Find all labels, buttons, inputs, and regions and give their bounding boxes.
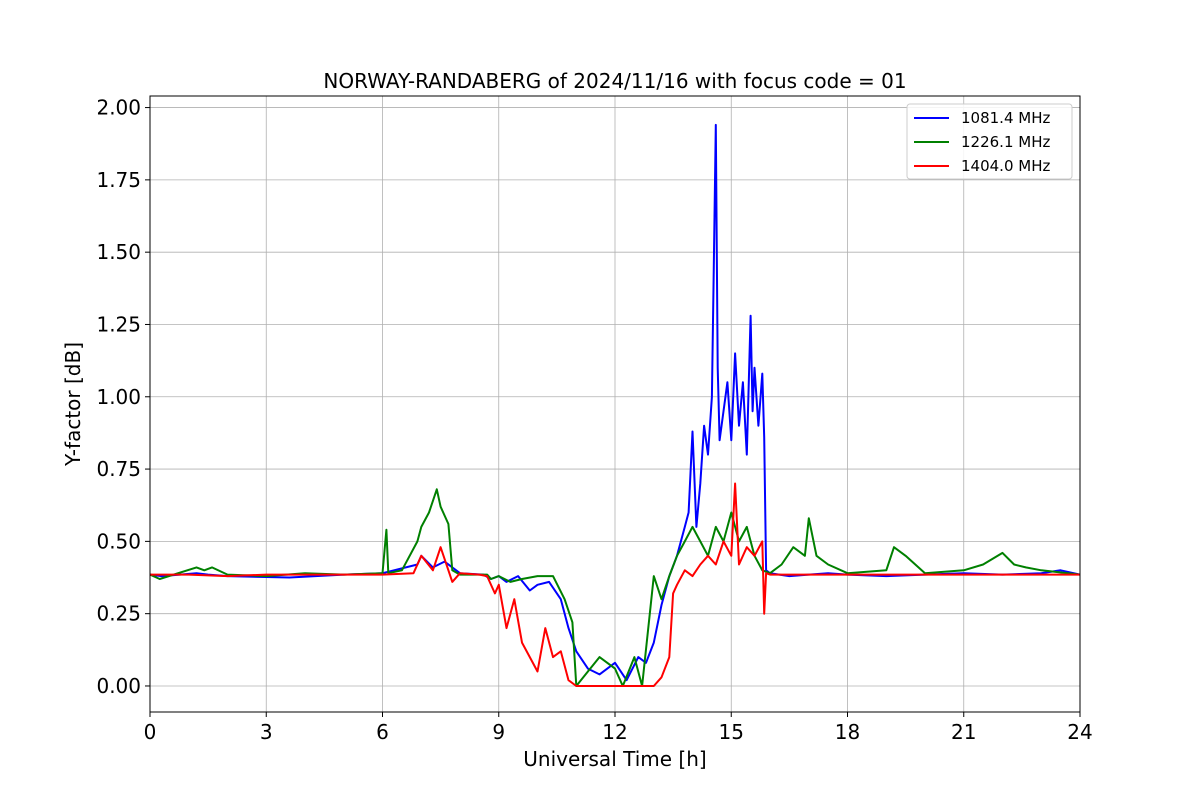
y-tick-label: 1.75 xyxy=(96,168,141,192)
legend-label: 1081.4 MHz xyxy=(961,109,1050,127)
y-tick-label: 0.50 xyxy=(96,529,141,553)
x-tick-label: 24 xyxy=(1067,720,1092,744)
x-tick-label: 9 xyxy=(492,720,505,744)
y-tick-label: 1.00 xyxy=(96,385,141,409)
x-tick-label: 0 xyxy=(144,720,157,744)
y-tick-label: 0.75 xyxy=(96,457,141,481)
series-line-1226-1-mhz xyxy=(149,488,1081,687)
y-tick-label: 0.00 xyxy=(96,674,141,698)
plot-area xyxy=(149,123,1081,687)
x-tick-label: 12 xyxy=(602,720,627,744)
y-tick-label: 1.50 xyxy=(96,240,141,264)
legend-label: 1404.0 MHz xyxy=(961,157,1050,175)
chart-title: NORWAY-RANDABERG of 2024/11/16 with focu… xyxy=(323,69,906,93)
x-tick-label: 3 xyxy=(260,720,273,744)
y-axis: 0.00 0.25 0.50 0.75 1.00 1.25 1.50 1.75 2.00 xyxy=(96,96,150,698)
series-line-1081-4-mhz xyxy=(149,123,1081,682)
y-tick-label: 2.00 xyxy=(96,96,141,120)
x-axis: 0 3 6 9 12 15 18 21 24 xyxy=(144,712,1093,744)
series-line-1404-0-mhz xyxy=(150,482,1080,687)
y-axis-label: Y-factor [dB] xyxy=(61,342,85,467)
legend-label: 1226.1 MHz xyxy=(961,133,1050,151)
x-tick-label: 15 xyxy=(719,720,744,744)
y-tick-label: 1.25 xyxy=(96,312,141,336)
legend-box xyxy=(906,103,1073,180)
x-axis-label: Universal Time [h] xyxy=(523,747,706,771)
y-tick-label: 0.25 xyxy=(96,602,141,626)
x-tick-label: 18 xyxy=(835,720,860,744)
x-tick-label: 6 xyxy=(376,720,389,744)
x-tick-label: 21 xyxy=(951,720,976,744)
legend: 1081.4 MHz 1226.1 MHz 1404.0 MHz xyxy=(906,103,1073,180)
